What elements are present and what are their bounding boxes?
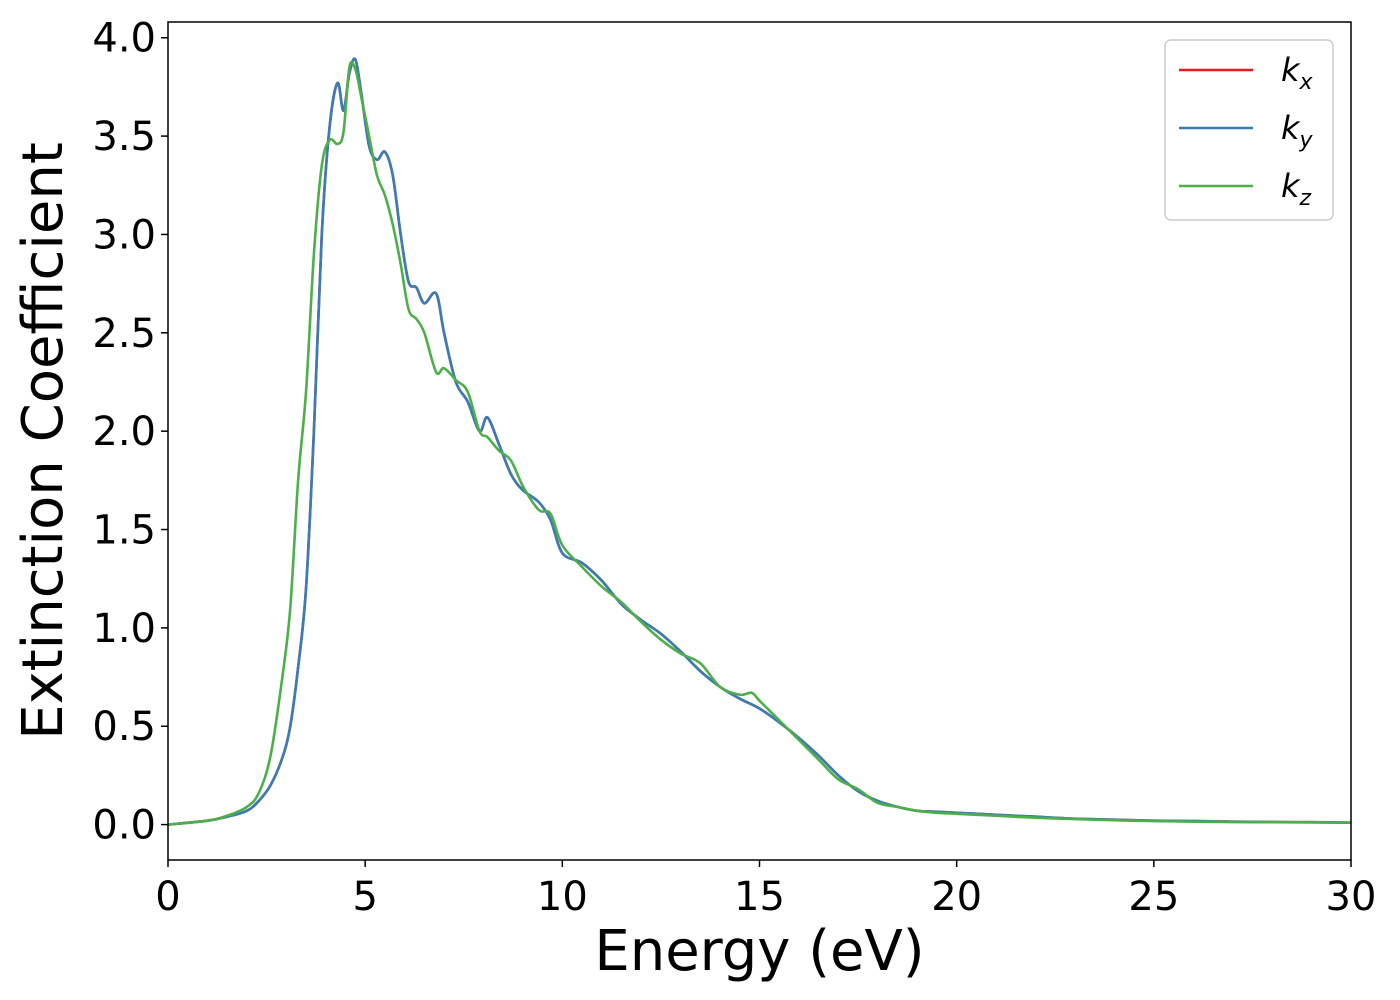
x-tick-label: 0 <box>155 874 180 920</box>
x-tick-label: 5 <box>352 874 377 920</box>
y-tick-label: 0.0 <box>92 803 156 849</box>
y-axis-label: Extinction Coefficient <box>11 142 76 740</box>
y-tick-label: 0.5 <box>92 704 156 750</box>
legend-label-k-z: kz <box>1281 167 1312 211</box>
legend-label-k-y: ky <box>1281 109 1314 153</box>
x-tick-label: 25 <box>1128 874 1179 920</box>
x-tick-label: 15 <box>734 874 785 920</box>
series-line-k-z <box>168 60 1351 826</box>
x-tick-label: 10 <box>537 874 588 920</box>
x-tick-label: 30 <box>1326 874 1377 920</box>
y-tick-label: 1.5 <box>92 508 156 554</box>
y-tick-label: 2.0 <box>92 409 156 455</box>
x-axis-label: Energy (eV) <box>594 919 924 984</box>
x-axis: 0 5 10 15 20 25 30 <box>155 860 1376 920</box>
legend-box <box>1164 39 1334 221</box>
legend: kx ky kz <box>1164 39 1334 221</box>
x-tick-label: 20 <box>931 874 982 920</box>
y-tick-label: 2.5 <box>92 311 156 357</box>
y-tick-label: 1.0 <box>92 606 156 652</box>
y-tick-label: 3.0 <box>92 212 156 258</box>
y-tick-label: 4.0 <box>92 16 156 62</box>
y-tick-label: 3.5 <box>92 114 156 160</box>
legend-label-k-x: kx <box>1281 51 1314 95</box>
series-layer <box>168 57 1351 826</box>
y-axis: 0.0 0.5 1.0 1.5 2.0 2.5 3.0 3.5 4.0 <box>92 16 168 849</box>
